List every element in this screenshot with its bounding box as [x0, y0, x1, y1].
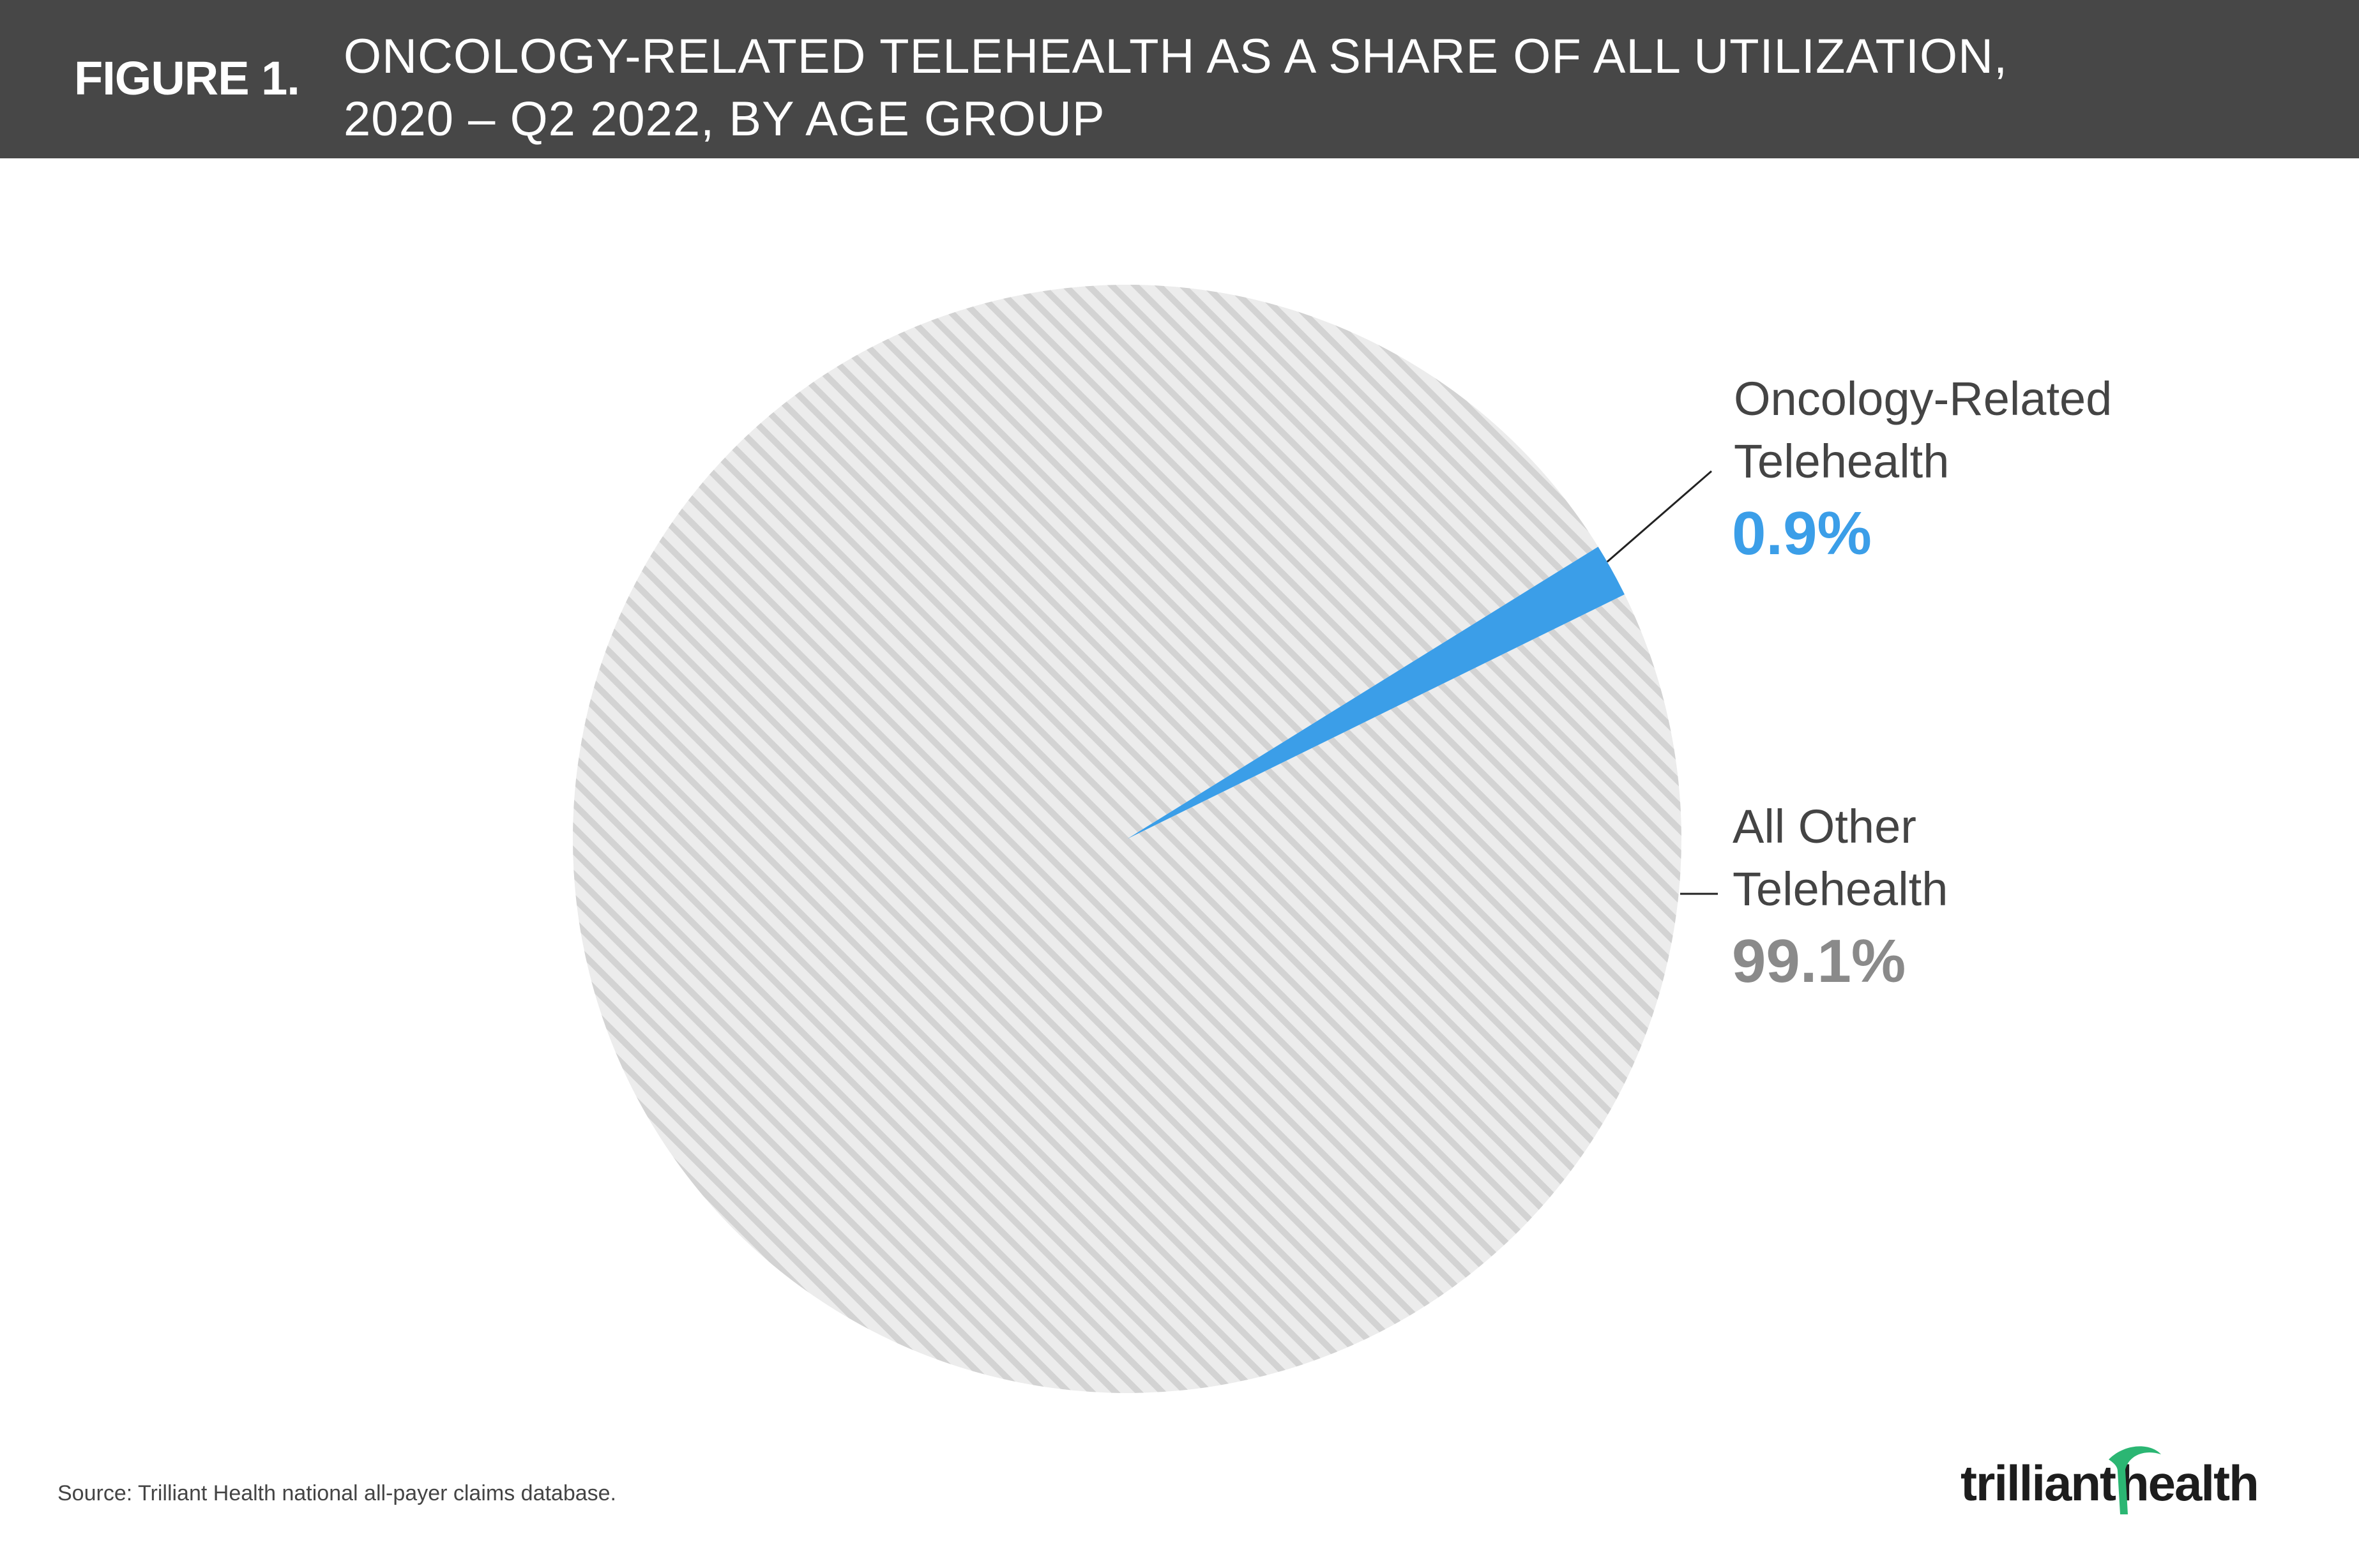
label-all-other-name-line-1: All Other — [1733, 800, 1916, 853]
label-all-other-name-line-2: Telehealth — [1733, 863, 1948, 916]
label-oncology-value: 0.9% — [1732, 499, 1872, 568]
logo-word-health: health — [2119, 1455, 2259, 1511]
pie-slice-oncology-related-telehealth — [1127, 547, 1625, 839]
pie-slice-all-other-telehealth — [572, 284, 1681, 1393]
leader-line-oncology — [1606, 470, 1712, 563]
figure-label: FIGURE 1. — [74, 52, 300, 105]
title-bar: FIGURE 1. ONCOLOGY-RELATED TELEHEALTH AS… — [0, 0, 2359, 158]
label-oncology-name-line-1: Oncology-Related — [1734, 372, 2112, 425]
figure-title: ONCOLOGY-RELATED TELEHEALTH AS A SHARE O… — [344, 26, 2008, 151]
source-note: Source: Trilliant Health national all-pa… — [57, 1481, 617, 1505]
logo-swoosh-icon — [2109, 1446, 2161, 1514]
label-all-other-value: 99.1% — [1732, 927, 1906, 995]
figure-title-line-2: 2020 – Q2 2022, BY AGE GROUP — [344, 92, 1105, 146]
logo-word-trilliant: trilliant — [1961, 1455, 2116, 1511]
trilliant-health-logo: trillianthealth — [1961, 1436, 2305, 1519]
figure-title-line-1: ONCOLOGY-RELATED TELEHEALTH AS A SHARE O… — [344, 29, 2008, 84]
label-oncology-name-line-2: Telehealth — [1734, 435, 1949, 488]
